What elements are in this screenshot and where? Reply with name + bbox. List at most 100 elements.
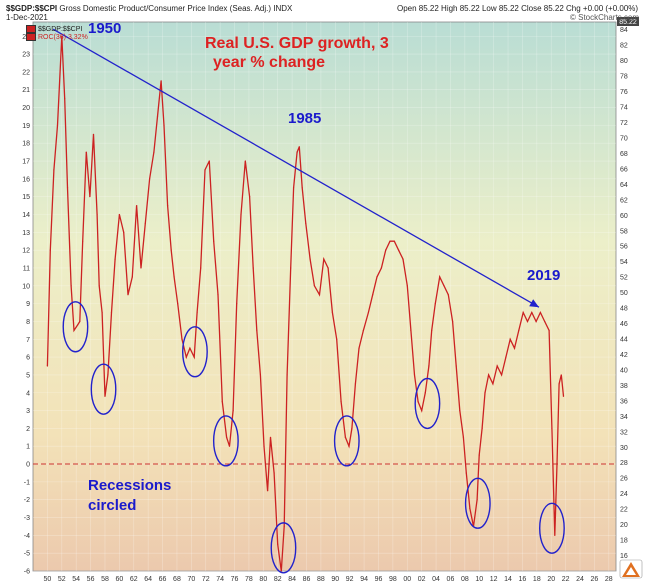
series-point [66,187,69,189]
header-symbol-line: $$GDP:$$CPI Gross Domestic Product/Consu… [6,4,292,13]
y-right-tick-label: 62 [620,197,628,204]
series-point [367,311,370,314]
series-point [249,196,251,198]
y-right-tick-label: 54 [620,259,628,266]
x-tick-label: 68 [173,576,181,583]
series-point [104,395,106,397]
label-1950: 1950 [88,20,121,37]
series-point [259,374,262,376]
x-tick-label: 26 [591,576,599,583]
x-tick-label: 50 [43,576,51,583]
y-right-tick-label: 58 [620,228,628,235]
x-tick-label: 28 [605,576,613,583]
series-point [73,329,75,331]
series-point [277,543,279,545]
y-left-tick-label: 17 [22,159,30,166]
series-point [358,347,360,349]
y-right-tick-label: 28 [620,460,628,467]
y-right-tick-label: 24 [620,491,628,498]
x-tick-label: 86 [303,576,311,583]
series-point [170,249,172,251]
y-left-tick-label: 7 [26,337,30,344]
label-1985: 1985 [288,110,321,127]
series-point [85,151,87,153]
series-point [421,409,423,412]
x-tick-label: 54 [72,576,80,583]
recession-circle [90,363,117,415]
x-tick-label: 94 [360,576,368,583]
y-left-tick-label: -3 [24,515,30,522]
y-left-tick-label: 4 [26,390,30,397]
series-point [455,365,457,367]
series-point [82,240,84,242]
legend-swatch [26,25,36,33]
y-right-tick-label: 44 [620,337,628,344]
y-axis-right: 1416182022242628303234363840424446485052… [620,27,628,575]
x-tick-label: 60 [115,576,123,583]
series-point [153,151,155,153]
series-point [232,409,234,412]
y-left-tick-label: 19 [22,123,30,130]
x-tick-label: 92 [346,576,354,583]
logo [619,559,643,579]
header-exchange: INDX [273,4,293,13]
x-tick-label: 22 [562,576,570,583]
series-point [228,445,231,447]
series-point [283,525,285,528]
series-point [362,329,364,331]
series-point [173,276,175,278]
x-tick-label: 58 [101,576,109,583]
y-left-tick-label: 1 [26,444,30,451]
x-tick-label: 02 [418,576,426,583]
y-right-tick-label: 22 [620,507,628,514]
series-point [140,267,142,269]
series-point [217,294,219,296]
series-point [424,392,426,394]
series-point [114,258,116,260]
series-point [531,311,533,314]
y-axis-left: -6-5-4-3-2-10123456789101112131415161718… [22,34,30,576]
series-point [354,383,357,385]
label-2019: 2019 [527,267,560,284]
series-point [256,329,258,331]
recession-circle [62,301,89,353]
last-price-badge [617,17,639,26]
x-tick-label: 18 [533,576,541,583]
series-point [181,338,183,340]
series-point [469,508,471,510]
series-point [79,320,81,323]
y-right-tick-label: 20 [620,522,628,529]
series-point [459,409,461,412]
series-point [56,124,59,126]
series-point [340,401,342,403]
y-right-tick-label: 66 [620,166,628,173]
y-left-tick-label: 16 [22,176,30,183]
series-point [49,249,51,251]
recession-circle [414,377,441,430]
y-right-tick-label: 64 [620,182,628,189]
series-point [393,240,395,242]
recession-circle [539,502,565,554]
series-point [452,320,454,323]
x-tick-label: 00 [403,576,411,583]
chart-title-line2: year % change [213,54,325,71]
legend-roc: ROC(36) 3.32% [26,33,88,41]
series-point [196,311,198,314]
series-point [305,222,307,225]
x-tick-label: 14 [504,576,512,583]
header-date: 1-Dec-2021 [6,13,48,22]
x-tick-label: 74 [216,576,224,583]
y-left-tick-label: 11 [23,265,30,272]
y-left-tick-label: 14 [22,212,30,219]
series-point [166,204,169,207]
series-point [496,365,498,367]
y-left-tick-label: 12 [22,248,30,255]
series-point [376,276,378,278]
y-left-tick-label: 0 [26,462,30,469]
series-point [301,187,303,189]
gdp-roc-series-line [46,36,565,572]
series-point [98,285,100,287]
series-point [163,124,165,126]
series-point [551,427,553,430]
series-point [149,178,151,180]
